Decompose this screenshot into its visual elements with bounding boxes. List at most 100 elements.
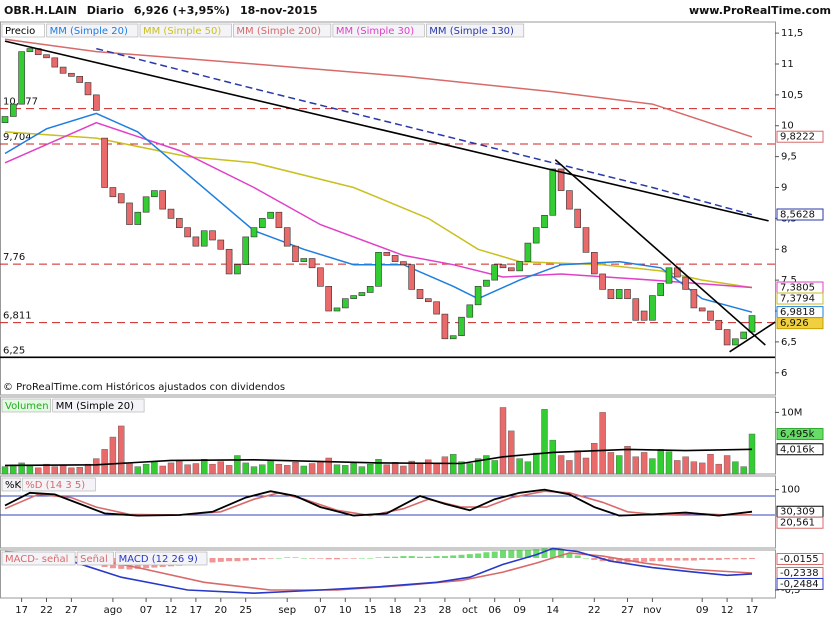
volume-bar <box>740 466 747 475</box>
y-tick-label: 10M <box>781 407 802 418</box>
value-tag-label: -0,2484 <box>780 579 819 590</box>
value-tag <box>776 208 824 221</box>
candle <box>474 286 482 306</box>
histogram-bar <box>558 550 565 558</box>
volume-bar <box>358 466 366 475</box>
volume-bar <box>566 460 573 475</box>
volume-bar <box>715 463 722 475</box>
candle <box>59 66 67 74</box>
histogram-bar <box>674 558 681 561</box>
volume-bar <box>184 464 191 475</box>
histogram-bar <box>375 557 382 558</box>
histogram-bar <box>500 550 506 558</box>
volume-bar <box>151 461 158 475</box>
volume-bar <box>76 467 83 475</box>
value-tag <box>776 292 824 305</box>
volume-bar <box>225 465 233 475</box>
legend-box <box>21 477 96 492</box>
x-tick-label: 25 <box>239 605 252 616</box>
candle <box>599 273 606 290</box>
legend-box <box>139 23 232 38</box>
histogram-bar <box>524 549 531 558</box>
value-tag-label: 8,5628 <box>780 210 815 221</box>
histogram-bar <box>690 558 697 561</box>
volume-bar <box>35 467 42 475</box>
histogram-bar <box>392 556 399 558</box>
histogram-bar <box>309 558 316 559</box>
x-tick-label: 28 <box>439 605 452 616</box>
legend-box <box>52 398 145 413</box>
volume-bar <box>516 458 523 475</box>
histogram-bar <box>358 558 365 559</box>
y-tick-label: 8 <box>781 244 787 255</box>
legend-label: Precio <box>5 26 35 37</box>
site: www.ProRealTime.com <box>689 4 831 17</box>
x-tick-label: 23 <box>414 605 427 616</box>
volume-bar <box>616 455 623 475</box>
y-tick-label: 6 <box>781 368 787 379</box>
legend-label: MACD (12 26 9) <box>119 554 198 565</box>
candle <box>607 289 615 299</box>
volume-bar <box>109 436 117 475</box>
volume-bar <box>508 430 515 475</box>
histogram-bar <box>707 558 714 560</box>
x-tick-label: 18 <box>389 605 402 616</box>
candle <box>433 301 440 315</box>
candle <box>167 208 175 219</box>
value-tag-label: -0,2338 <box>780 568 819 579</box>
histogram-bar <box>549 548 556 558</box>
volume-bar <box>748 433 756 475</box>
volume-bar <box>458 461 465 475</box>
candle <box>101 137 108 188</box>
value-tag <box>776 516 824 529</box>
value-tag <box>776 577 824 590</box>
candle <box>483 279 490 287</box>
candle <box>126 202 133 225</box>
value-tag <box>776 317 824 330</box>
volume-bar <box>632 456 639 475</box>
legend-box <box>46 23 139 38</box>
volume-bar <box>640 452 648 475</box>
legend-box <box>233 23 332 38</box>
volume-bar <box>582 457 590 475</box>
candle <box>366 286 374 293</box>
period: Diario <box>87 4 125 17</box>
value-tag <box>776 552 824 565</box>
candle <box>375 252 382 287</box>
line-series <box>554 159 766 346</box>
volume-bar <box>209 463 216 475</box>
volume-bar <box>192 463 200 475</box>
symbol: OBR.H.LAIN <box>4 4 77 17</box>
y-tick-label: 9,5 <box>781 152 797 163</box>
histogram-bar <box>408 556 415 558</box>
histogram-bar <box>400 556 407 558</box>
histogram-bar <box>425 556 432 558</box>
histogram-bar <box>583 558 589 559</box>
volume-bar <box>367 463 374 475</box>
volume-bar <box>674 460 681 475</box>
candle <box>159 190 166 210</box>
panel-frame <box>0 21 776 396</box>
legend-label: MM (Simple 130) <box>429 26 514 37</box>
date: 18-nov-2015 <box>240 4 318 17</box>
legend-label: %K <box>5 480 22 491</box>
volume-bar <box>474 458 482 475</box>
volume-bar <box>142 463 150 475</box>
x-tick-label: 07 <box>140 605 153 616</box>
x-tick-label: ago <box>104 605 123 616</box>
volume-bar <box>267 460 274 475</box>
volume-bar <box>242 462 249 475</box>
candle <box>499 264 507 269</box>
panel-frame <box>0 475 776 549</box>
candle <box>665 267 673 284</box>
volume-bar <box>134 466 142 475</box>
histogram-bar <box>574 555 581 558</box>
candle <box>383 252 391 256</box>
histogram-bar <box>632 558 639 562</box>
volume-bar <box>18 462 25 475</box>
candle <box>200 230 208 247</box>
volume-bar <box>217 461 225 475</box>
candle <box>209 230 216 241</box>
histogram-bar <box>649 558 656 562</box>
x-tick-label: 22 <box>588 605 601 616</box>
